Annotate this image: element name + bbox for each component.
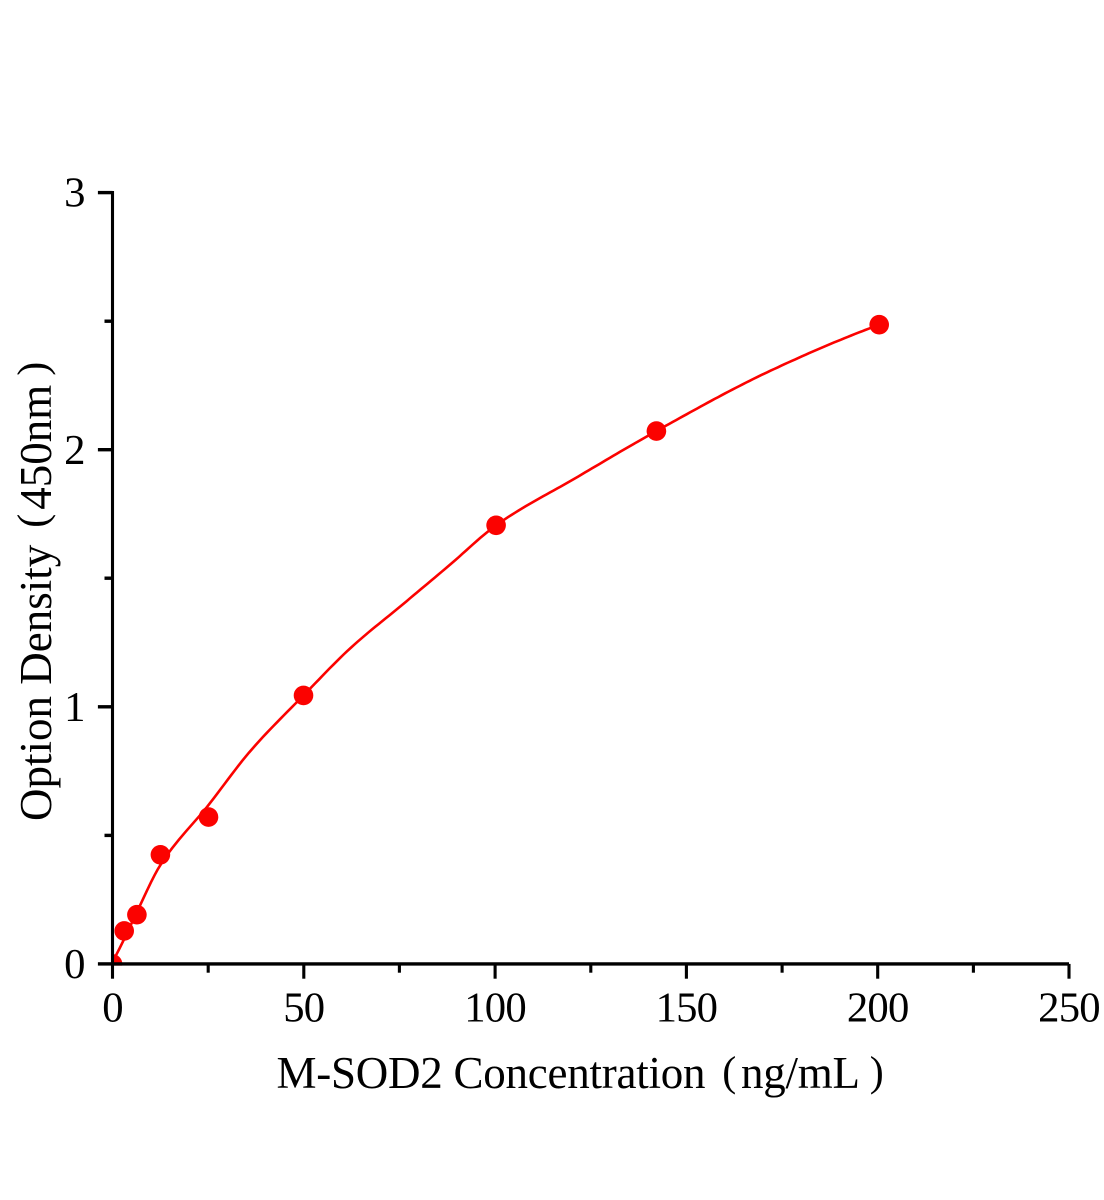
svg-text:Option Density(450nm): Option Density(450nm) <box>10 362 61 821</box>
svg-text:3: 3 <box>64 170 85 217</box>
svg-text:M-SOD2 Concentration(ng/mL): M-SOD2 Concentration(ng/mL) <box>277 1048 884 1098</box>
svg-text:50: 50 <box>283 985 324 1032</box>
svg-text:150: 150 <box>656 985 718 1032</box>
svg-text:100: 100 <box>464 985 526 1032</box>
svg-text:1: 1 <box>64 684 85 731</box>
svg-text:2: 2 <box>64 427 85 474</box>
svg-text:250: 250 <box>1038 985 1100 1032</box>
svg-text:200: 200 <box>847 985 909 1032</box>
svg-text:0: 0 <box>102 985 123 1032</box>
svg-text:0: 0 <box>64 941 85 988</box>
